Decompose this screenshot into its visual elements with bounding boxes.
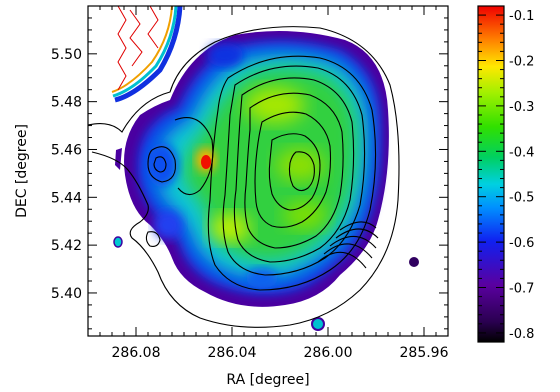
x-tick-label: 285.96 bbox=[400, 345, 449, 361]
y-tick-label: 5.40 bbox=[51, 286, 82, 302]
x-tick-label: 286.08 bbox=[112, 345, 161, 361]
corner-artifact bbox=[111, 6, 183, 103]
y-tick-label: 5.44 bbox=[51, 190, 82, 206]
contour-west-loop bbox=[147, 146, 177, 183]
colorbar-tick-label: -0.1 bbox=[509, 9, 534, 24]
map-cool-southwest bbox=[154, 211, 182, 239]
contour-inner bbox=[288, 151, 315, 192]
colorbar-tick-label: -0.3 bbox=[509, 100, 534, 115]
contour-west-arc bbox=[174, 116, 214, 196]
map-small-blob-east bbox=[409, 257, 419, 267]
contour-east-fan-4 bbox=[323, 243, 373, 259]
contour-5 bbox=[254, 111, 332, 228]
colorbar-tick-label: -0.7 bbox=[509, 282, 534, 297]
contour-outer bbox=[88, 26, 400, 328]
contour-east-fan-2 bbox=[335, 228, 379, 239]
colorbar-tick-label: -0.5 bbox=[509, 191, 534, 206]
contour-east-fan-1 bbox=[339, 221, 377, 231]
contour-west-inner bbox=[153, 156, 167, 173]
map-small-blob-south bbox=[311, 317, 325, 331]
contour-lines bbox=[88, 26, 400, 328]
colorbar-tick-label: -0.2 bbox=[509, 54, 534, 69]
x-tick-label: 286.00 bbox=[304, 345, 353, 361]
contour-4 bbox=[244, 92, 344, 249]
colorbar-tick-label: -0.4 bbox=[509, 145, 534, 160]
map-cool-south bbox=[246, 268, 278, 288]
contour-6 bbox=[268, 133, 321, 211]
x-axis: 286.08 286.04 286.00 285.96 bbox=[87, 6, 449, 361]
y-axis-title: DEC [degree] bbox=[14, 124, 30, 218]
intensity-map bbox=[113, 31, 419, 331]
map-hotspot-core bbox=[201, 155, 211, 169]
contour-south-loop bbox=[145, 231, 161, 247]
y-tick-label: 5.46 bbox=[51, 142, 82, 158]
contour-east-fan-5 bbox=[317, 251, 367, 269]
map-warm-east bbox=[283, 201, 327, 229]
colorbar-ticks: -0.8 -0.7 -0.6 -0.5 -0.4 -0.3 -0.2 -0.1 bbox=[478, 5, 534, 342]
map-cool-west bbox=[146, 143, 178, 187]
map-warm-north bbox=[245, 87, 305, 123]
colorbar-ramp bbox=[477, 5, 505, 343]
plot-area bbox=[88, 6, 419, 331]
colorbar-tick-label: -0.6 bbox=[509, 236, 534, 251]
y-tick-label: 5.48 bbox=[51, 95, 82, 111]
map-warm-south bbox=[210, 214, 250, 242]
y-axis: 5.40 5.42 5.44 5.46 5.48 5.50 bbox=[51, 5, 448, 330]
map-warm-center bbox=[276, 149, 324, 181]
contour-3 bbox=[233, 77, 355, 263]
x-axis-title: RA [degree] bbox=[226, 372, 309, 388]
map-small-blob-left bbox=[113, 236, 123, 248]
colorbar-tick-label: -0.8 bbox=[509, 327, 534, 342]
y-tick-label: 5.42 bbox=[51, 238, 82, 254]
colorbar: -0.8 -0.7 -0.6 -0.5 -0.4 -0.3 -0.2 -0.1 bbox=[477, 5, 534, 343]
x-tick-label: 286.04 bbox=[208, 345, 257, 361]
contour-east-fan-3 bbox=[329, 235, 377, 249]
map-left-edge-spike bbox=[115, 148, 122, 170]
y-tick-label: 5.50 bbox=[51, 47, 82, 63]
map-cool-north bbox=[207, 43, 243, 67]
